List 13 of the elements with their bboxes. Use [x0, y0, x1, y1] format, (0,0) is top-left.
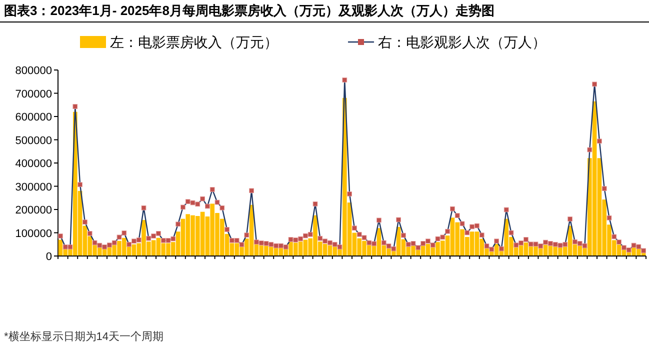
- y-tick-label: 600000: [15, 112, 52, 124]
- legend-label: 右：电影观影人次（万人）: [378, 34, 546, 50]
- y-tick-label: 200000: [15, 204, 52, 216]
- text: *横坐标显示日期为14天一个周期: [4, 330, 164, 343]
- y-tick-label: 100000: [15, 228, 52, 240]
- y-tick-label: 0: [46, 251, 52, 263]
- y-tick-label: 400000: [15, 158, 52, 170]
- y-tick-label: 300000: [15, 181, 52, 194]
- y-tick-label: 800000: [15, 65, 52, 77]
- legend-label: 左：电影票房收入（万元）: [110, 34, 278, 50]
- y-tick-label: 500000: [15, 134, 52, 147]
- y-tick-label: 700000: [15, 88, 52, 100]
- chart-title: 图表3：2023年1月- 2025年8月每周电影票房收入（万元）及观影人次（万人）走势图: [4, 3, 494, 18]
